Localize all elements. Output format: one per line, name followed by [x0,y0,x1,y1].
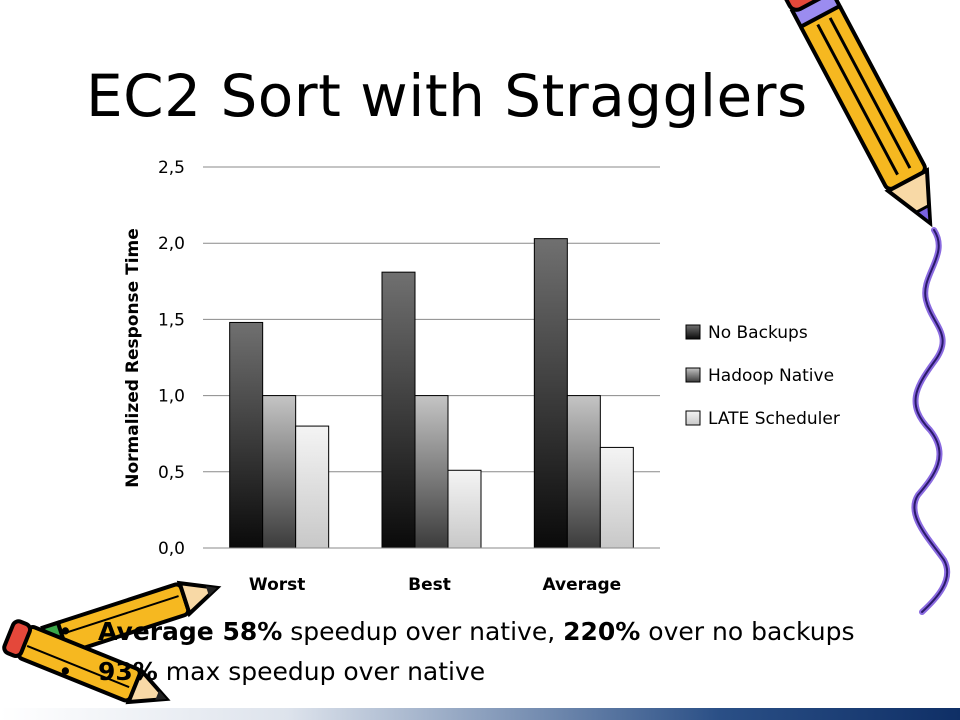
legend-swatch [685,324,701,340]
y-tick-label: 0,0 [158,539,185,559]
y-tick-label: 2,0 [158,234,185,254]
bullet-item: • 93% max speedup over native [58,652,958,692]
x-category-label: Average [542,575,621,595]
bar-average-2 [599,446,634,549]
legend-label: No Backups [708,323,808,343]
bar-average-1 [566,395,601,549]
y-tick-label: 2,5 [158,158,185,178]
y-axis-title: Normalized Response Time [123,228,143,488]
bullet-text: 93% max speedup over native [98,657,486,686]
bar-worst-0 [229,321,264,549]
bullet-marker: • [58,617,73,646]
bar-worst-1 [262,395,297,549]
bar-best-2 [447,469,482,549]
legend-swatch [685,367,701,383]
y-tick-label: 0,5 [158,463,185,483]
bullet-marker: • [58,657,73,686]
x-category-label: Best [408,575,451,595]
y-tick-label: 1,0 [158,387,185,407]
x-category-label: Worst [249,575,305,595]
bar-average-0 [533,238,568,549]
bullet-text: Average 58% speedup over native, 220% ov… [98,617,855,646]
bar-best-0 [381,271,416,549]
bullet-item: • Average 58% speedup over native, 220% … [58,612,958,652]
legend-label: LATE Scheduler [708,409,840,429]
footer-bar [0,708,960,720]
legend-label: Hadoop Native [708,366,834,386]
y-tick-label: 1,5 [158,310,185,330]
legend-swatch [685,410,701,426]
bullet-list: • Average 58% speedup over native, 220% … [58,612,958,692]
bar-best-1 [414,395,449,549]
slide-title: EC2 Sort with Stragglers [86,62,808,130]
